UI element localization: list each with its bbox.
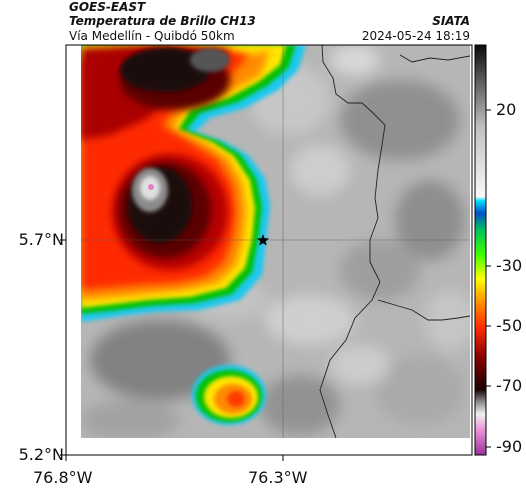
colorbar-tick-label: -30 [496,256,523,275]
lat-tick-label: 5.7°N [18,230,64,249]
route-subtitle: Vía Medellín - Quibdó 50km [69,29,235,43]
datetime-label: 2024-05-24 18:19 [361,29,470,43]
star-icon [257,234,269,246]
satellite-title: GOES-EAST [69,0,146,14]
storm-cell-north [81,45,306,322]
colorbar-tick-label: -90 [496,437,523,456]
lon-tick-label: 76.3°W [248,468,308,487]
lat-tick-label: 5.2°N [18,445,64,464]
storm-cell-south [192,365,266,425]
colorbar [474,44,491,456]
colorbar-tick-label: 20 [496,100,517,119]
colorbar-tick-label: -50 [496,316,523,335]
colorbar-tick-label: -70 [496,376,523,395]
border-lines [319,45,470,438]
product-title: Temperatura de Brillo CH13 [69,14,256,28]
lon-tick-label: 76.8°W [33,468,93,487]
organization-label: SIATA [432,14,470,28]
